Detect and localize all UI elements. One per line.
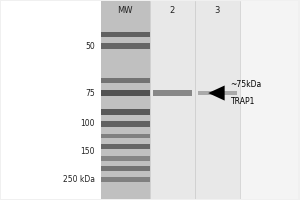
Text: 3: 3 — [214, 6, 220, 15]
Bar — [101, 78, 150, 83]
Text: 50: 50 — [85, 42, 95, 51]
Bar — [101, 177, 150, 182]
Bar — [101, 109, 150, 115]
Bar — [101, 32, 150, 37]
Bar — [153, 90, 192, 96]
Bar — [101, 90, 150, 96]
Text: MW: MW — [117, 6, 132, 15]
Text: ~75kDa: ~75kDa — [231, 80, 262, 89]
Text: 2: 2 — [170, 6, 175, 15]
Text: TRAP1: TRAP1 — [231, 97, 255, 106]
Bar — [240, 1, 298, 199]
Bar — [101, 144, 150, 149]
Bar — [1, 1, 101, 199]
Bar — [101, 43, 150, 49]
Bar — [150, 1, 240, 199]
Text: 75: 75 — [85, 89, 95, 98]
Bar — [101, 166, 150, 171]
Text: 250 kDa: 250 kDa — [63, 175, 95, 184]
Polygon shape — [208, 86, 225, 101]
Text: 100: 100 — [80, 119, 95, 128]
Bar — [198, 91, 237, 95]
Bar — [101, 134, 150, 138]
Bar — [101, 121, 150, 127]
Bar — [101, 1, 150, 199]
Bar — [101, 156, 150, 161]
Text: 150: 150 — [80, 147, 95, 156]
